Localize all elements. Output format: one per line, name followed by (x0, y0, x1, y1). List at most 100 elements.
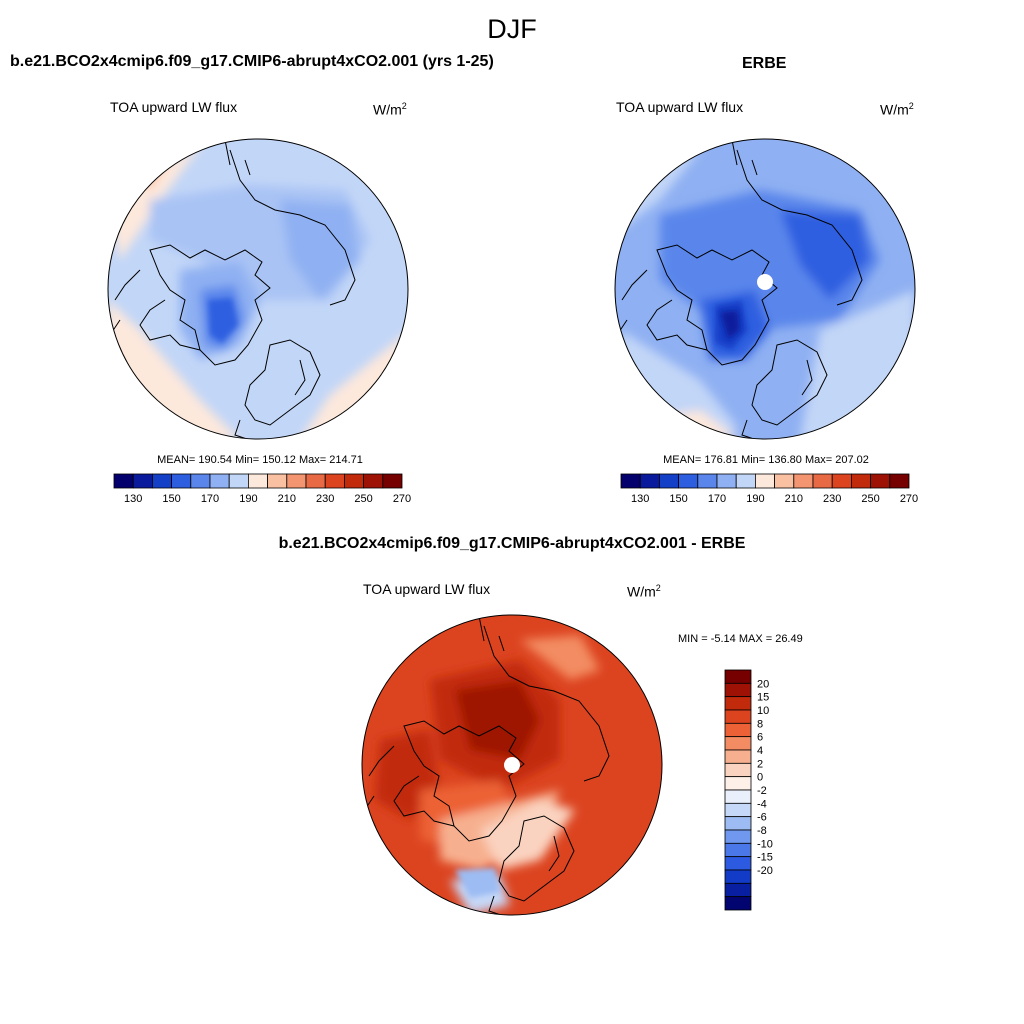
diff-colorbar-box (724, 802, 752, 818)
obs-map-boundary (614, 138, 916, 440)
obs-colder-region-ne (780, 210, 870, 300)
model-colorbar-tick-label: 190 (239, 493, 257, 505)
obs-colorbar-tick-label: 270 (900, 493, 918, 505)
obs-variable-label: TOA upward LW flux (616, 99, 744, 115)
obs-colorbar: 130 150 170 190 210 230 250 270 (620, 473, 918, 505)
model-colorbar-box (324, 473, 345, 489)
model-coastlines (109, 139, 356, 439)
model-colorbar-box (363, 473, 384, 489)
diff-negative-core (455, 868, 500, 898)
model-polar-map (107, 138, 409, 440)
diff-polar-map (361, 614, 663, 916)
diff-colorbar-tick-label: -20 (757, 865, 773, 877)
diff-colorbar-tick-label: 8 (757, 718, 763, 730)
model-colorbar-box (305, 473, 326, 489)
diff-colorbar-tick-label: -8 (757, 825, 767, 837)
diff-colorbar-tick-label: 20 (757, 678, 769, 690)
obs-colorbar-tick-label: 230 (823, 493, 841, 505)
diff-panel-title: b.e21.BCO2x4cmip6.f09_g17.CMIP6-abrupt4x… (278, 535, 746, 552)
model-colorbar-box (190, 473, 211, 489)
obs-missing-data-pole (757, 274, 773, 290)
diff-colorbar-box (724, 789, 752, 804)
model-colorbar-tick-label: 230 (316, 493, 334, 505)
diff-colorbar-tick-label: 2 (757, 758, 763, 770)
obs-colorbar-box (659, 473, 680, 489)
obs-colorbar-tick-label: 130 (631, 493, 649, 505)
obs-colorbar-box (639, 473, 660, 489)
diff-colorbar-tick-label: -15 (757, 852, 773, 864)
figure-title: DJF (487, 14, 537, 44)
diff-colorbar-tick-label: 0 (757, 772, 763, 784)
model-colorbar-box (343, 473, 364, 489)
obs-colorbar-tick-label: 190 (746, 493, 764, 505)
diff-near-zero-region (480, 800, 575, 870)
model-colorbar-box (113, 473, 134, 489)
diff-colorbar-box (724, 709, 752, 724)
model-stats: MEAN= 190.54 Min= 150.12 Max= 214.71 (157, 454, 363, 466)
obs-stats: MEAN= 176.81 Min= 136.80 Max= 207.02 (663, 454, 869, 466)
model-coldest-core (208, 298, 238, 343)
obs-colorbar-box (774, 473, 795, 489)
diff-colorbar-box (724, 882, 752, 898)
obs-colorbar-box (851, 473, 872, 489)
model-variable-label: TOA upward LW flux (110, 99, 238, 115)
model-colorbar-box (132, 473, 153, 489)
diff-colorbar-box (724, 896, 752, 911)
model-colorbar-box (151, 473, 172, 489)
obs-colorbar-tick-label: 210 (785, 493, 803, 505)
model-colorbar-tick-label: 150 (162, 493, 180, 505)
model-units-label: W/m2 (373, 101, 407, 118)
diff-colorbar-box (724, 722, 752, 738)
model-colorbar-tick-label: 250 (354, 493, 372, 505)
obs-panel-title: ERBE (742, 55, 787, 72)
diff-colorbar-box (724, 749, 752, 764)
diff-colorbar-tick-label: 10 (757, 705, 769, 717)
model-panel-title: b.e21.BCO2x4cmip6.f09_g17.CMIP6-abrupt4x… (10, 53, 494, 70)
obs-colorbar-box (889, 473, 910, 489)
model-cold-region-ne (280, 200, 360, 300)
obs-colorbar-box (697, 473, 718, 489)
model-colorbar-tick-label: 130 (124, 493, 142, 505)
diff-colorbar-tick-label: -6 (757, 812, 767, 824)
diff-colorbar-tick-label: -4 (757, 798, 767, 810)
obs-units-label: W/m2 (880, 101, 914, 118)
diff-colorbar-box (724, 856, 752, 871)
diff-colorbar-box (724, 776, 752, 791)
obs-polar-map (614, 138, 916, 440)
diff-colorbar-box (724, 669, 752, 684)
diff-colorbar-box (724, 682, 752, 698)
diff-colorbar-box (724, 816, 752, 831)
model-colorbar-box (286, 473, 307, 489)
obs-colorbar-box (620, 473, 641, 489)
obs-colorbar-box (812, 473, 833, 489)
model-map-boundary (107, 138, 409, 440)
model-colorbar-tick-label: 170 (201, 493, 219, 505)
obs-colorbar-tick-label: 170 (708, 493, 726, 505)
obs-colorbar-box (870, 473, 891, 489)
obs-colorbar-tick-label: 150 (669, 493, 687, 505)
obs-extreme-core (720, 310, 740, 340)
obs-colorbar-box (716, 473, 737, 489)
diff-colorbar-box (724, 829, 752, 844)
obs-colorbar-box (831, 473, 852, 489)
model-colorbar-box (247, 473, 268, 489)
diff-colorbar-tick-label: 4 (757, 745, 763, 757)
obs-colorbar-box (678, 473, 699, 489)
model-colorbar: 130 150 170 190 210 230 250 270 (113, 473, 411, 505)
obs-colorbar-box (755, 473, 776, 489)
diff-stats: MIN = -5.14 MAX = 26.49 (678, 633, 803, 645)
diff-colorbar-tick-label: -2 (757, 785, 767, 797)
obs-colorbar-tick-label: 250 (861, 493, 879, 505)
model-colorbar-box (382, 473, 403, 489)
diff-map-boundary (361, 614, 663, 916)
diff-coastlines (363, 615, 610, 915)
diff-missing-data-pole (504, 757, 520, 773)
diff-colorbar-box (724, 762, 752, 778)
obs-colorbar-box (793, 473, 814, 489)
model-colorbar-tick-label: 210 (278, 493, 296, 505)
diff-colorbar-box (724, 842, 752, 858)
obs-colorbar-box (735, 473, 756, 489)
diff-moderate-region-north (520, 635, 600, 680)
diff-colorbar-box (724, 736, 752, 751)
